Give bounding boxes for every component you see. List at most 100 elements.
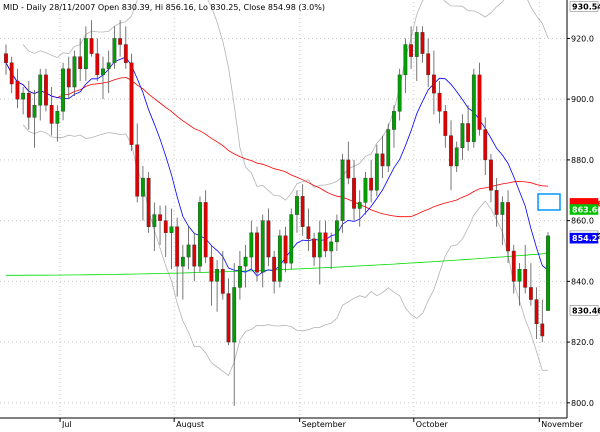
price-tags: 930.545865.665863.668854.98854.221830.46…: [569, 1, 600, 316]
candle-body: [198, 202, 202, 267]
candle-body: [386, 129, 391, 167]
price-tag-box: [569, 305, 599, 316]
candle-body: [277, 235, 282, 282]
price-tag-label: 863.668: [572, 205, 600, 214]
candle-body: [340, 159, 345, 221]
y-axis-ticks: 800.0 820.0 840.0 860.0 880.0 900.0 920.0: [567, 34, 594, 408]
upper-band: [22, 0, 549, 201]
candle-body: [209, 256, 214, 282]
candle-body: [135, 144, 140, 197]
candle-body: [443, 111, 448, 136]
candle-body: [146, 177, 151, 227]
candle-body: [123, 44, 128, 63]
candle-body: [180, 256, 185, 267]
price-tag-label: 854.221: [572, 234, 600, 243]
candle-body: [409, 44, 413, 57]
candle-body: [112, 38, 117, 63]
candle-body: [255, 232, 259, 273]
candle-body: [15, 80, 20, 100]
candle-body: [466, 123, 471, 142]
candle-body: [266, 220, 271, 258]
candle-body: [403, 44, 408, 76]
candle-body: [329, 241, 334, 252]
candle-body: [317, 232, 322, 258]
candle-body: [9, 62, 14, 85]
y-tick-label: 840.0: [571, 277, 594, 286]
candle-body: [129, 62, 134, 145]
candle-body: [397, 74, 402, 112]
candle-body: [363, 177, 368, 203]
lower-band: [22, 124, 549, 377]
candle-body: [426, 53, 431, 76]
candle-body: [72, 56, 77, 88]
x-tick-label: October: [416, 420, 449, 428]
candle-body: [152, 214, 157, 227]
price-tag-box: [569, 204, 599, 215]
candle-body: [346, 159, 351, 179]
candle-body: [55, 111, 60, 124]
price-tag-label: 830.462: [572, 306, 600, 315]
candle-body: [106, 62, 111, 70]
candle-body: [295, 196, 299, 215]
candle-body: [66, 68, 71, 88]
candle-body: [471, 74, 476, 142]
candle-body: [83, 38, 88, 70]
gridlines: [0, 2, 567, 418]
candle-body: [38, 74, 43, 106]
candle-body: [506, 202, 510, 252]
candle-body: [163, 220, 168, 233]
y-tick-label: 800.0: [571, 399, 594, 408]
candle-body: [95, 53, 100, 76]
candle-body: [289, 214, 294, 264]
candle-body: [511, 250, 516, 282]
candle-body: [369, 177, 374, 191]
candle-body: [220, 269, 225, 294]
candle-body: [306, 226, 311, 240]
candle-body: [169, 226, 174, 233]
candle-body: [546, 235, 550, 311]
ma-short-line: [5, 56, 549, 277]
candle-body: [49, 105, 54, 124]
candle-body: [357, 202, 362, 209]
x-tick-label: September: [302, 420, 347, 428]
y-tick-label: 900.0: [571, 95, 594, 104]
candle-body: [477, 74, 482, 130]
candle-body: [4, 53, 8, 63]
candle-body: [300, 196, 305, 227]
price-tag-box: [569, 232, 599, 244]
candle-body: [118, 38, 123, 45]
x-tick-label: November: [541, 420, 583, 428]
candle-body: [89, 38, 94, 54]
candle-body: [352, 177, 356, 209]
candle-body: [44, 74, 48, 106]
candle-body: [500, 202, 505, 215]
moving-averages: [5, 56, 549, 277]
candle-body: [431, 74, 436, 94]
bollinger-bands: [22, 0, 549, 377]
candle-body: [460, 123, 465, 148]
candle-body: [380, 153, 385, 167]
candle-body: [21, 92, 26, 100]
candle-body: [243, 256, 248, 267]
candle-body: [158, 214, 162, 221]
price-tag-box: [569, 1, 599, 12]
x-axis-ticks: Jul August September October November: [59, 418, 584, 429]
candle-body: [260, 220, 265, 273]
price-tag-label: 930.545: [572, 2, 600, 11]
candle-body: [226, 293, 231, 343]
candle-body: [32, 105, 37, 118]
chart-title: MID - Daily 28/11/2007 Open 830.39, Hi 8…: [3, 3, 325, 12]
candle-body: [523, 269, 528, 288]
candle-body: [26, 92, 31, 118]
candle-body: [392, 111, 396, 130]
ma-long-line: [6, 253, 549, 276]
y-tick-label: 920.0: [571, 34, 594, 43]
candle-body: [528, 287, 533, 300]
candle-body: [215, 269, 219, 282]
candle-body: [454, 147, 459, 167]
candle-body: [449, 135, 453, 167]
candle-body: [101, 68, 105, 76]
highlight-box: [537, 193, 561, 211]
candle-body: [540, 323, 545, 337]
